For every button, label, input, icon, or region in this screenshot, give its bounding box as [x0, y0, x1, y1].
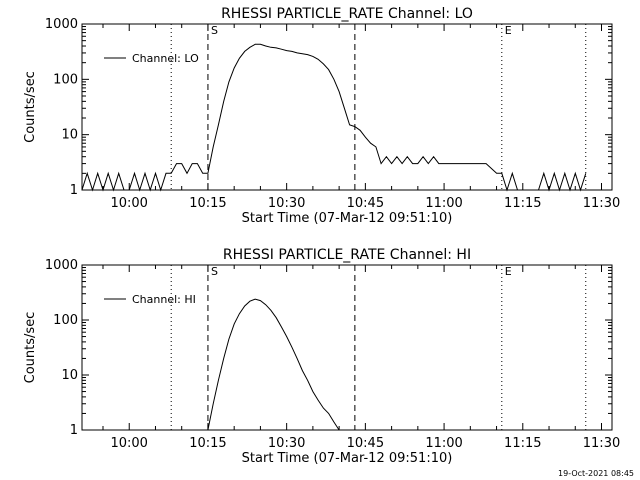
- y-tick-label: 1000: [45, 258, 78, 273]
- plot-frame: [81, 264, 613, 431]
- x-tick-label: 10:45: [347, 436, 384, 451]
- x-tick-label: 11:30: [583, 196, 620, 211]
- series-line: [81, 43, 587, 192]
- y-tick-label: 1: [70, 183, 78, 198]
- y-tick-label: 1000: [45, 17, 78, 32]
- y-tick-label: 100: [53, 72, 78, 87]
- legend-label: Channel: LO: [132, 52, 199, 65]
- x-tick-label: 10:15: [189, 196, 226, 211]
- x-tick-label: 11:15: [504, 436, 541, 451]
- panel-lo: RHESSI PARTICLE_RATE Channel: LO 10:00 10:…: [23, 6, 620, 226]
- generation-timestamp: 19-Oct-2021 08:45: [558, 469, 634, 478]
- x-tick-label: 10:00: [110, 436, 147, 451]
- x-tick-label: 10:45: [347, 196, 384, 211]
- y-axis-label: Counts/sec: [23, 71, 38, 143]
- y-tick-label: 1: [70, 423, 78, 438]
- x-tick-label: 10:30: [268, 196, 305, 211]
- x-tick-label: 11:00: [425, 196, 462, 211]
- x-tick-label: 11:00: [425, 436, 462, 451]
- event-marker-label: E: [505, 265, 512, 278]
- series-line: [207, 298, 340, 431]
- x-tick-label: 11:15: [504, 196, 541, 211]
- x-tick-label: 10:30: [268, 436, 305, 451]
- event-marker-label: S: [211, 24, 218, 37]
- y-axis-label: Counts/sec: [23, 312, 38, 384]
- x-tick-label: 10:15: [189, 436, 226, 451]
- x-axis-label: Start Time (07-Mar-12 09:51:10): [242, 451, 453, 466]
- plot-frame: [81, 23, 613, 191]
- chart-title: RHESSI PARTICLE_RATE Channel: HI: [223, 247, 471, 263]
- panel-hi: RHESSI PARTICLE_RATE Channel: HI 10:00 10:…: [23, 247, 620, 466]
- x-tick-label: 11:30: [583, 436, 620, 451]
- y-tick-label: 10: [61, 128, 78, 143]
- event-marker-label: S: [211, 265, 218, 278]
- chart-title: RHESSI PARTICLE_RATE Channel: LO: [221, 6, 473, 22]
- legend-label: Channel: HI: [132, 293, 196, 306]
- x-axis-label: Start Time (07-Mar-12 09:51:10): [242, 211, 453, 226]
- event-marker-label: E: [505, 24, 512, 37]
- x-tick-label: 10:00: [110, 196, 147, 211]
- y-tick-label: 10: [61, 368, 78, 383]
- y-tick-label: 100: [53, 313, 78, 328]
